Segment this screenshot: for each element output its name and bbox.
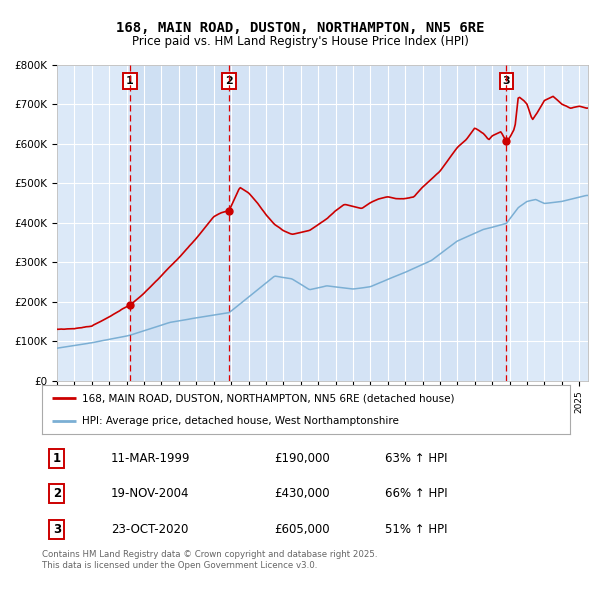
Text: £605,000: £605,000	[274, 523, 330, 536]
Text: 1: 1	[126, 76, 134, 86]
Text: 2: 2	[53, 487, 61, 500]
Text: 11-MAR-1999: 11-MAR-1999	[110, 452, 190, 465]
Text: 51% ↑ HPI: 51% ↑ HPI	[385, 523, 448, 536]
Text: 1: 1	[53, 452, 61, 465]
Text: 23-OCT-2020: 23-OCT-2020	[110, 523, 188, 536]
Bar	[130, 65, 229, 381]
Text: Contains HM Land Registry data © Crown copyright and database right 2025.: Contains HM Land Registry data © Crown c…	[42, 550, 377, 559]
Text: 3: 3	[503, 76, 510, 86]
Text: 66% ↑ HPI: 66% ↑ HPI	[385, 487, 448, 500]
Text: 168, MAIN ROAD, DUSTON, NORTHAMPTON, NN5 6RE: 168, MAIN ROAD, DUSTON, NORTHAMPTON, NN5…	[116, 21, 484, 35]
Text: 3: 3	[53, 523, 61, 536]
Text: Price paid vs. HM Land Registry's House Price Index (HPI): Price paid vs. HM Land Registry's House …	[131, 35, 469, 48]
Text: HPI: Average price, detached house, West Northamptonshire: HPI: Average price, detached house, West…	[82, 415, 398, 425]
Text: £430,000: £430,000	[274, 487, 330, 500]
Text: This data is licensed under the Open Government Licence v3.0.: This data is licensed under the Open Gov…	[42, 560, 317, 569]
Bar	[229, 65, 506, 381]
Text: 2: 2	[225, 76, 233, 86]
Text: 168, MAIN ROAD, DUSTON, NORTHAMPTON, NN5 6RE (detached house): 168, MAIN ROAD, DUSTON, NORTHAMPTON, NN5…	[82, 394, 454, 404]
Text: 19-NOV-2004: 19-NOV-2004	[110, 487, 189, 500]
Text: 63% ↑ HPI: 63% ↑ HPI	[385, 452, 448, 465]
Text: £190,000: £190,000	[274, 452, 330, 465]
